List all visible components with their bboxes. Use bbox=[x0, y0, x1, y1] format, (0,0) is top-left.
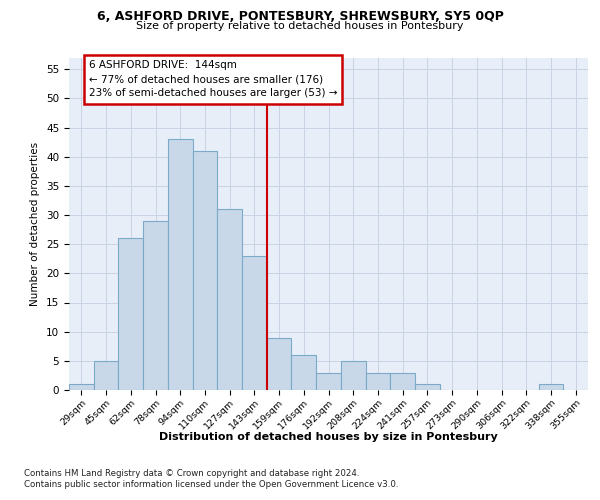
Text: Distribution of detached houses by size in Pontesbury: Distribution of detached houses by size … bbox=[160, 432, 498, 442]
Bar bbox=[415, 384, 440, 390]
Bar bbox=[242, 256, 267, 390]
Text: 6, ASHFORD DRIVE, PONTESBURY, SHREWSBURY, SY5 0QP: 6, ASHFORD DRIVE, PONTESBURY, SHREWSBURY… bbox=[97, 10, 503, 23]
Text: Contains public sector information licensed under the Open Government Licence v3: Contains public sector information licen… bbox=[24, 480, 398, 489]
Bar bbox=[267, 338, 292, 390]
Bar bbox=[118, 238, 143, 390]
Bar bbox=[217, 209, 242, 390]
Bar bbox=[316, 372, 341, 390]
Bar bbox=[69, 384, 94, 390]
Text: Size of property relative to detached houses in Pontesbury: Size of property relative to detached ho… bbox=[136, 21, 464, 31]
Text: Contains HM Land Registry data © Crown copyright and database right 2024.: Contains HM Land Registry data © Crown c… bbox=[24, 469, 359, 478]
Bar bbox=[94, 361, 118, 390]
Bar bbox=[341, 361, 365, 390]
Bar bbox=[539, 384, 563, 390]
Bar bbox=[168, 139, 193, 390]
Bar bbox=[292, 355, 316, 390]
Bar bbox=[143, 221, 168, 390]
Y-axis label: Number of detached properties: Number of detached properties bbox=[31, 142, 40, 306]
Bar bbox=[390, 372, 415, 390]
Text: 6 ASHFORD DRIVE:  144sqm
← 77% of detached houses are smaller (176)
23% of semi-: 6 ASHFORD DRIVE: 144sqm ← 77% of detache… bbox=[89, 60, 337, 98]
Bar bbox=[365, 372, 390, 390]
Bar bbox=[193, 151, 217, 390]
